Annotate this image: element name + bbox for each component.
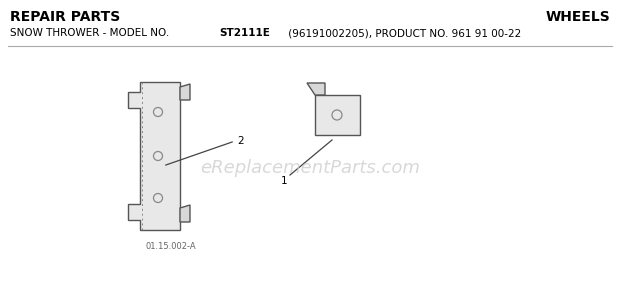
Text: WHEELS: WHEELS xyxy=(545,10,610,24)
Polygon shape xyxy=(307,83,325,95)
Polygon shape xyxy=(180,205,190,222)
Text: REPAIR PARTS: REPAIR PARTS xyxy=(10,10,120,24)
Text: 2: 2 xyxy=(237,136,244,146)
Text: SNOW THROWER - MODEL NO.: SNOW THROWER - MODEL NO. xyxy=(10,28,172,38)
Text: 01.15.002-A: 01.15.002-A xyxy=(145,242,196,251)
Polygon shape xyxy=(128,82,180,230)
Text: 1: 1 xyxy=(280,176,287,186)
Text: ST2111E: ST2111E xyxy=(219,28,270,38)
Polygon shape xyxy=(315,95,360,135)
Text: (96191002205), PRODUCT NO. 961 91 00-22: (96191002205), PRODUCT NO. 961 91 00-22 xyxy=(285,28,521,38)
Polygon shape xyxy=(180,84,190,100)
Text: eReplacementParts.com: eReplacementParts.com xyxy=(200,159,420,177)
